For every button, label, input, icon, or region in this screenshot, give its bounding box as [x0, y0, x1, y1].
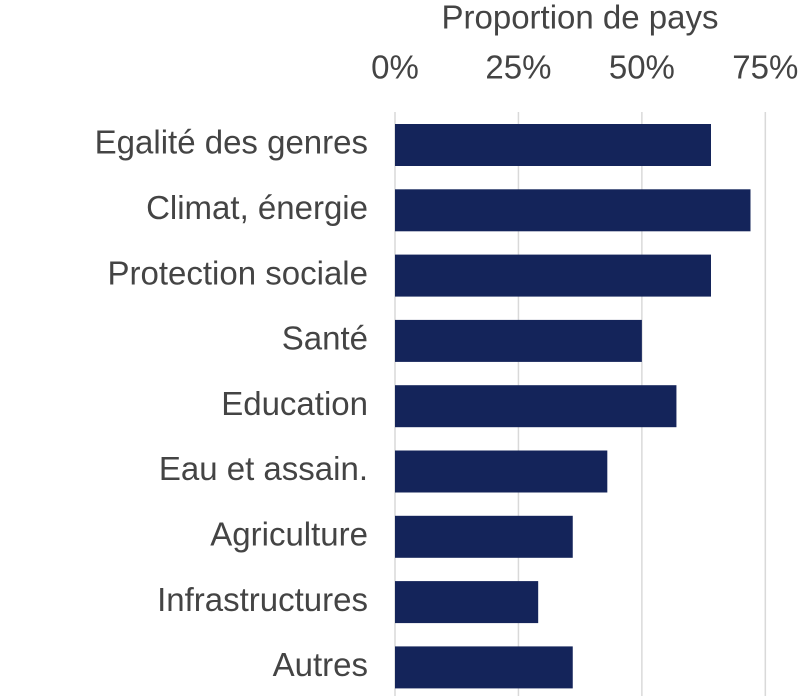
y-tick-label: Agriculture	[210, 516, 368, 553]
bar	[395, 254, 711, 297]
y-tick-label: Santé	[282, 320, 368, 357]
bar	[395, 319, 642, 362]
y-tick-label: Egalité des genres	[95, 124, 368, 161]
y-tick-label: Climat, énergie	[146, 189, 368, 226]
y-tick-label: Eau et assain.	[159, 450, 368, 487]
bar	[395, 124, 711, 166]
x-tick-label: 25%	[485, 49, 551, 86]
axis-title: Proportion de pays	[441, 0, 718, 36]
bar	[395, 515, 573, 558]
y-tick-label: Education	[221, 385, 368, 422]
bar	[395, 646, 573, 689]
y-tick-label: Protection sociale	[108, 254, 368, 291]
x-tick-label: 50%	[609, 49, 675, 86]
bar	[395, 385, 677, 428]
x-tick-label: 75%	[732, 49, 798, 86]
x-tick-label: 0%	[371, 49, 419, 86]
y-tick-label: Autres	[273, 646, 368, 683]
bar	[395, 450, 608, 493]
bar	[395, 189, 751, 232]
bar	[395, 581, 539, 624]
y-tick-label: Infrastructures	[157, 581, 368, 618]
